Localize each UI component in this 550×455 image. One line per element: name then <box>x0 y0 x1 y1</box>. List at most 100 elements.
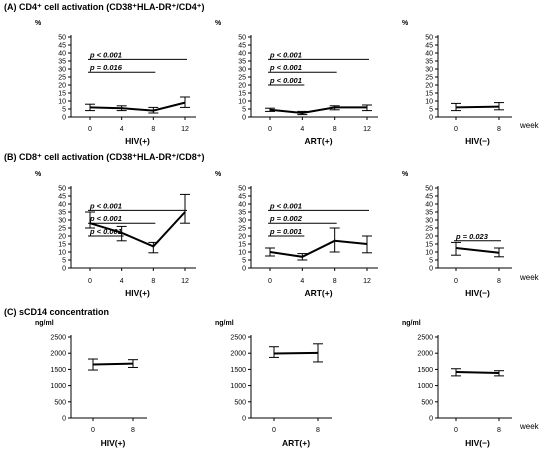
y-tick-label: 40 <box>58 202 66 209</box>
y-unit-label: % <box>402 20 409 27</box>
y-tick-label: 1000 <box>50 383 66 390</box>
chart-panel-7: 0 500 1000 1500 2000 2500 ng/ml 0 8 ART(+) <box>215 320 332 448</box>
x-tick-label: 4 <box>120 278 124 285</box>
y-tick-label: 40 <box>238 202 246 209</box>
y-tick-label: 2500 <box>417 335 433 342</box>
y-tick-label: 50 <box>238 186 246 193</box>
y-tick-label: 10 <box>425 99 433 106</box>
y-tick-label: 25 <box>425 226 433 233</box>
y-tick-label: 1500 <box>417 367 433 374</box>
series-line <box>92 362 134 366</box>
series-line <box>89 101 186 112</box>
y-unit-label: % <box>35 171 42 178</box>
x-tick-label: 0 <box>268 278 272 285</box>
section-title-b: (B) CD8⁺ cell activation (CD38⁺HLA-DR⁺/C… <box>4 152 205 162</box>
y-tick-label: 10 <box>238 99 246 106</box>
y-tick-label: 30 <box>425 218 433 225</box>
y-tick-label: 2000 <box>230 351 246 358</box>
y-tick-label: 50 <box>425 186 433 193</box>
chart-panel-6: 0 500 1000 1500 2000 2500 ng/ml 0 8 HIV(+) <box>35 320 147 448</box>
y-unit-label: ng/ml <box>35 320 54 327</box>
y-tick-label: 25 <box>425 75 433 82</box>
y-tick-label: 0 <box>62 416 66 423</box>
y-tick-label: 45 <box>425 194 433 201</box>
x-tick-label: 8 <box>131 427 135 434</box>
p-value-label: p < 0.001 <box>269 76 302 85</box>
y-tick-label: 5 <box>429 107 433 114</box>
y-tick-label: 0 <box>429 266 433 273</box>
p-value-label: p < 0.001 <box>89 227 122 236</box>
x-tick-label: 4 <box>120 126 124 133</box>
x-tick-label: 0 <box>454 126 458 133</box>
p-value-label: p = 0.016 <box>89 63 123 72</box>
y-tick-label: 0 <box>62 115 66 122</box>
y-tick-label: 500 <box>421 399 433 406</box>
p-value-label: p < 0.001 <box>89 50 122 59</box>
y-unit-label: % <box>215 171 222 178</box>
y-tick-label: 5 <box>429 258 433 265</box>
x-tick-label: 8 <box>151 278 155 285</box>
y-tick-label: 45 <box>58 194 66 201</box>
x-tick-label: 8 <box>333 278 337 285</box>
x-tick-label: 0 <box>268 126 272 133</box>
x-axis-label: ART(+) <box>304 288 332 298</box>
y-tick-label: 20 <box>425 83 433 90</box>
y-tick-label: 20 <box>58 83 66 90</box>
y-tick-label: 15 <box>425 242 433 249</box>
y-tick-label: 0 <box>242 266 246 273</box>
y-tick-label: 35 <box>58 59 66 66</box>
y-tick-label: 0 <box>62 266 66 273</box>
y-tick-label: 1500 <box>230 367 246 374</box>
y-tick-label: 5 <box>242 258 246 265</box>
series-line <box>89 211 186 248</box>
p-value-label: p < 0.001 <box>89 214 122 223</box>
y-tick-label: 15 <box>425 91 433 98</box>
y-tick-label: 35 <box>425 59 433 66</box>
series-line <box>455 105 500 109</box>
x-axis-label: HIV(−) <box>465 136 490 146</box>
y-tick-label: 15 <box>58 242 66 249</box>
y-tick-label: 15 <box>58 91 66 98</box>
y-tick-label: 30 <box>58 218 66 225</box>
y-tick-label: 30 <box>58 67 66 74</box>
y-unit-label: ng/ml <box>215 320 234 327</box>
p-value-label: p = 0.001 <box>269 227 302 236</box>
y-unit-label: ng/ml <box>402 320 421 327</box>
x-axis-label: ART(+) <box>304 136 332 146</box>
y-tick-label: 25 <box>58 226 66 233</box>
x-tick-label: 0 <box>272 427 276 434</box>
series-line <box>273 351 319 355</box>
y-tick-label: 500 <box>54 399 66 406</box>
series-line <box>455 247 500 254</box>
y-tick-label: 45 <box>238 43 246 50</box>
x-tick-label: 0 <box>454 427 458 434</box>
x-tick-label: 8 <box>497 126 501 133</box>
week-label: week <box>519 422 540 431</box>
x-tick-label: 8 <box>333 126 337 133</box>
p-value-label: p < 0.001 <box>89 201 122 210</box>
y-tick-label: 10 <box>58 99 66 106</box>
y-tick-label: 20 <box>425 234 433 241</box>
y-tick-label: 50 <box>58 35 66 42</box>
y-tick-label: 2500 <box>50 335 66 342</box>
y-tick-label: 0 <box>429 115 433 122</box>
y-tick-label: 10 <box>238 250 246 257</box>
x-tick-label: 12 <box>363 126 371 133</box>
section-title-a: (A) CD4⁺ cell activation (CD38⁺HLA-DR⁺/C… <box>4 2 205 12</box>
y-tick-label: 5 <box>242 107 246 114</box>
y-tick-label: 40 <box>425 51 433 58</box>
x-tick-label: 0 <box>91 427 95 434</box>
y-tick-label: 1500 <box>50 367 66 374</box>
y-tick-label: 45 <box>238 194 246 201</box>
x-axis-label: HIV(−) <box>465 438 490 448</box>
x-tick-label: 8 <box>497 278 501 285</box>
y-tick-label: 45 <box>58 43 66 50</box>
x-tick-label: 0 <box>88 126 92 133</box>
y-tick-label: 2000 <box>417 351 433 358</box>
